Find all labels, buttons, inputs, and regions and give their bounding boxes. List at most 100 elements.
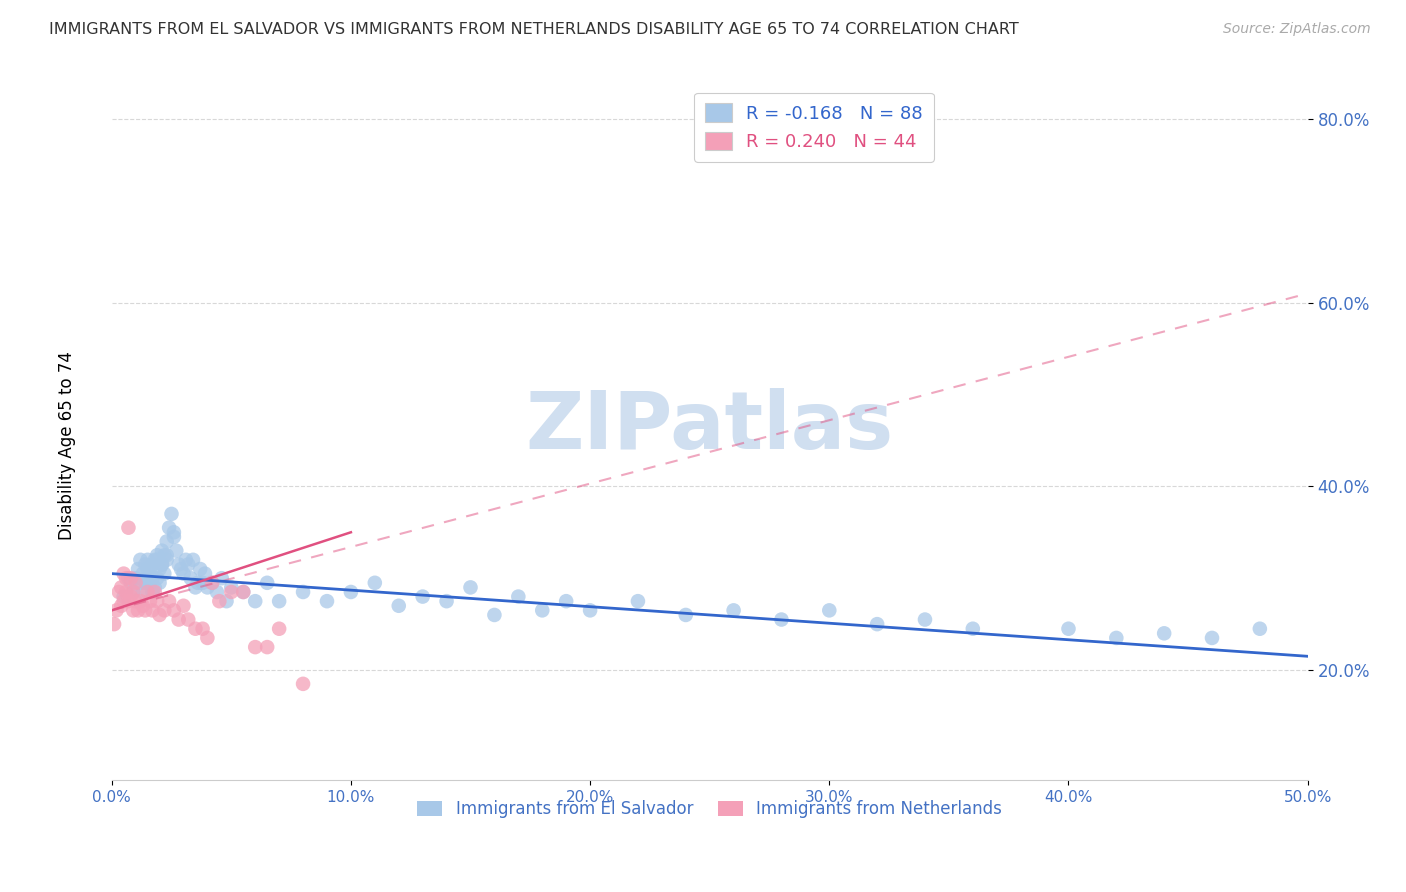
Point: [555, 594, 578, 608]
Point: [120, 575, 142, 590]
Point: [139, 594, 162, 608]
Point: [167, 558, 190, 572]
Point: [818, 603, 841, 617]
Point: [181, 553, 204, 567]
Point: [914, 613, 936, 627]
Point: [163, 530, 186, 544]
Point: [484, 607, 506, 622]
Point: [1201, 631, 1223, 645]
Point: [388, 599, 411, 613]
Point: [770, 613, 793, 627]
Point: [132, 599, 155, 613]
Point: [143, 553, 166, 567]
Point: [127, 562, 149, 576]
Point: [316, 594, 339, 608]
Point: [292, 585, 315, 599]
Point: [117, 521, 139, 535]
Point: [194, 566, 217, 581]
Point: [122, 585, 145, 599]
Point: [117, 571, 139, 585]
Point: [167, 613, 190, 627]
Point: [866, 617, 889, 632]
Point: [134, 558, 156, 572]
Point: [110, 581, 132, 595]
Point: [153, 566, 176, 581]
Point: [157, 521, 180, 535]
Point: [103, 617, 125, 632]
Point: [205, 585, 228, 599]
Point: [156, 553, 179, 567]
Point: [115, 585, 138, 599]
Point: [141, 585, 163, 599]
Point: [148, 562, 170, 576]
Point: [436, 594, 458, 608]
Point: [153, 548, 176, 562]
Text: IMMIGRANTS FROM EL SALVADOR VS IMMIGRANTS FROM NETHERLANDS DISABILITY AGE 65 TO : IMMIGRANTS FROM EL SALVADOR VS IMMIGRANT…: [49, 22, 1019, 37]
Point: [117, 594, 139, 608]
Point: [531, 603, 554, 617]
Point: [146, 571, 169, 585]
Point: [124, 594, 146, 608]
Point: [1105, 631, 1128, 645]
Point: [112, 566, 135, 581]
Point: [170, 562, 193, 576]
Point: [1153, 626, 1175, 640]
Point: [221, 581, 243, 595]
Point: [256, 640, 278, 654]
Point: [256, 575, 278, 590]
Point: [191, 622, 214, 636]
Point: [139, 575, 162, 590]
Text: Source: ZipAtlas.com: Source: ZipAtlas.com: [1223, 22, 1371, 37]
Point: [136, 562, 159, 576]
Point: [208, 594, 231, 608]
Point: [129, 575, 152, 590]
Point: [177, 558, 200, 572]
Point: [201, 575, 224, 590]
Point: [165, 543, 187, 558]
Point: [148, 607, 170, 622]
Text: Disability Age 65 to 74: Disability Age 65 to 74: [59, 351, 76, 541]
Point: [139, 562, 162, 576]
Point: [195, 581, 218, 595]
Point: [124, 575, 146, 590]
Point: [245, 594, 267, 608]
Point: [269, 622, 291, 636]
Point: [627, 594, 650, 608]
Point: [146, 594, 169, 608]
Point: [177, 613, 200, 627]
Point: [115, 571, 138, 585]
Point: [110, 599, 132, 613]
Point: [157, 594, 180, 608]
Point: [163, 525, 186, 540]
Point: [120, 590, 142, 604]
Point: [129, 553, 152, 567]
Point: [150, 558, 173, 572]
Point: [292, 677, 315, 691]
Point: [184, 581, 207, 595]
Point: [136, 553, 159, 567]
Point: [105, 603, 128, 617]
Point: [134, 603, 156, 617]
Point: [508, 590, 530, 604]
Point: [141, 571, 163, 585]
Point: [187, 575, 209, 590]
Point: [579, 603, 602, 617]
Point: [1057, 622, 1080, 636]
Point: [163, 603, 186, 617]
Point: [108, 585, 131, 599]
Point: [412, 590, 434, 604]
Point: [184, 622, 207, 636]
Point: [191, 575, 214, 590]
Point: [120, 571, 142, 585]
Point: [188, 562, 211, 576]
Point: [153, 603, 176, 617]
Point: [723, 603, 745, 617]
Point: [460, 581, 482, 595]
Point: [134, 575, 156, 590]
Point: [232, 585, 254, 599]
Point: [150, 543, 173, 558]
Point: [160, 507, 183, 521]
Point: [132, 566, 155, 581]
Point: [245, 640, 267, 654]
Point: [195, 631, 218, 645]
